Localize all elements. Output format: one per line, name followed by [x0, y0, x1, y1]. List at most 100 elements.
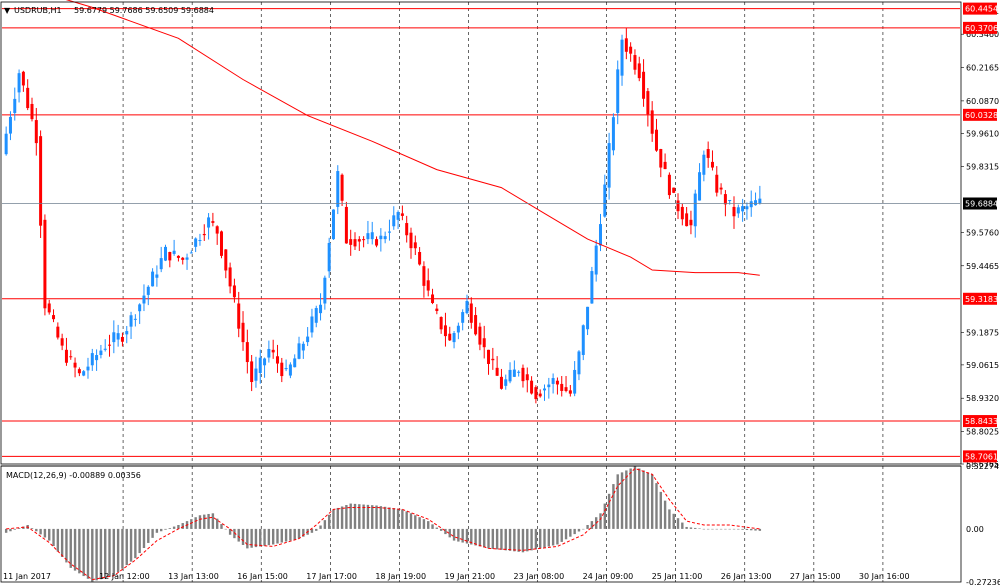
macd-bar: [30, 528, 34, 529]
macd-bar: [220, 524, 223, 529]
candle-body: [133, 318, 137, 320]
candle-body: [482, 338, 486, 348]
macd-bar: [586, 525, 589, 529]
macd-bar: [164, 528, 167, 530]
candle-body: [254, 368, 258, 381]
time-tick-label: 24 Jan 09:00: [583, 572, 634, 581]
macd-bar: [758, 528, 762, 531]
macd-bar: [543, 528, 546, 548]
time-tick-label: 27 Jan 15:00: [790, 572, 841, 581]
macd-bar: [121, 528, 124, 569]
candle-body: [387, 231, 391, 233]
candle-body: [758, 198, 762, 204]
macd-bar: [91, 528, 94, 582]
level-tag: [963, 415, 997, 428]
macd-bar: [336, 507, 339, 529]
macd-bar: [590, 521, 594, 529]
macd-bar: [396, 508, 400, 529]
candle-body: [418, 251, 422, 265]
candle-body: [116, 333, 120, 340]
candle-body: [86, 366, 90, 371]
macd-bar: [224, 528, 228, 530]
candle-body: [181, 257, 185, 260]
macd-bar: [362, 504, 365, 529]
macd-bar: [233, 528, 236, 539]
macd-bar: [439, 528, 443, 531]
macd-bar: [267, 528, 271, 546]
level-tag: [963, 21, 997, 34]
macd-bar: [556, 528, 559, 545]
candle-body: [633, 55, 637, 70]
candle-body: [271, 349, 275, 353]
macd-tick-label: 0.00: [966, 525, 984, 534]
candle-body: [172, 250, 176, 254]
time-tick-label: 26 Jan 13:00: [721, 572, 772, 581]
candle-body: [168, 251, 172, 261]
candle-body: [676, 200, 680, 212]
candle-body: [534, 387, 538, 400]
candle-body: [120, 336, 124, 342]
macd-bar: [263, 528, 266, 546]
candle-body: [564, 387, 568, 391]
macd-bar: [17, 528, 21, 529]
candle-body: [146, 286, 150, 295]
level-tag: [963, 292, 997, 305]
candle-body: [245, 342, 249, 363]
macd-bar: [564, 528, 568, 540]
candle-body: [241, 322, 245, 343]
macd-bar: [211, 513, 215, 529]
level-tag: [963, 2, 997, 15]
triangle-down-icon[interactable]: ▼: [4, 6, 11, 15]
macd-bar: [741, 528, 744, 530]
macd-bar: [599, 513, 602, 529]
macd-bar: [538, 528, 542, 549]
macd-bar: [172, 526, 176, 529]
macd-bar: [142, 528, 146, 549]
price-tick-label: 59.1875: [966, 328, 999, 337]
candle-body: [47, 303, 51, 313]
candle-body: [43, 219, 47, 309]
candle-body: [56, 326, 60, 338]
candle-body: [499, 376, 503, 389]
macd-bar: [724, 528, 727, 530]
macd-bar: [293, 528, 296, 540]
candle-body: [228, 267, 232, 287]
candle-body: [112, 332, 116, 343]
macd-bar: [86, 528, 90, 579]
candle-body: [319, 304, 323, 314]
macd-bar: [681, 522, 684, 529]
macd-bar: [444, 528, 447, 535]
macd-bar: [530, 528, 533, 551]
macd-bar: [194, 517, 197, 529]
candle-body: [702, 154, 706, 175]
time-tick-label: 17 Jan 17:00: [306, 572, 357, 581]
candle-body: [547, 384, 551, 388]
candle-body: [745, 206, 749, 210]
macd-bar: [151, 528, 154, 538]
macd-bar: [379, 506, 383, 529]
candle-body: [495, 367, 499, 376]
candle-body: [736, 207, 740, 214]
macd-bar: [577, 528, 581, 532]
candle-body: [590, 271, 594, 304]
candle-body: [469, 303, 473, 323]
macd-bar: [414, 515, 417, 529]
current-price-label: 59.6884: [965, 199, 998, 208]
candle-body: [207, 217, 211, 228]
candle-body: [525, 374, 529, 381]
candle-body: [176, 255, 180, 258]
macd-bar: [56, 528, 60, 552]
candle-body: [293, 358, 297, 368]
macd-bar: [177, 525, 180, 529]
candle-body: [573, 369, 577, 394]
candle-body: [680, 206, 684, 220]
macd-bar: [228, 528, 232, 535]
candle-body: [568, 390, 572, 394]
macd-bar: [280, 528, 283, 543]
candle-body: [439, 317, 443, 330]
candle-body: [344, 206, 348, 244]
price-tick-label: 58.8025: [966, 428, 999, 437]
macd-bar: [129, 528, 133, 562]
time-tick-label: 18 Jan 19:00: [375, 572, 426, 581]
macd-bar: [388, 507, 391, 529]
